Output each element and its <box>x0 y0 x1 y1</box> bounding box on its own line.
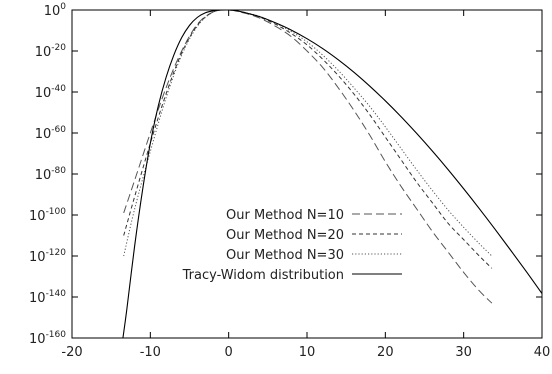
y-tick-label: 10-40 <box>35 84 67 101</box>
y-tick-base: 10 <box>35 45 52 60</box>
x-tick-label: -20 <box>61 345 82 360</box>
y-tick-base: 10 <box>35 127 52 142</box>
y-tick-base: 10 <box>44 4 61 19</box>
y-tick-base: 10 <box>29 209 46 224</box>
series-line-our-method-n-10 <box>123 10 493 304</box>
y-tick-label: 10-140 <box>29 289 66 306</box>
series-line-tracy-widom-distribution <box>122 10 542 338</box>
x-tick-label: 0 <box>225 345 233 360</box>
legend-label: Our Method N=10 <box>226 208 344 223</box>
axis-ticks <box>71 9 543 339</box>
y-tick-exponent: -100 <box>46 207 67 217</box>
x-tick-label: 30 <box>455 345 472 360</box>
y-tick-label: 10-60 <box>35 125 67 142</box>
x-tick-label: 10 <box>299 345 316 360</box>
x-tick-label: 20 <box>377 345 394 360</box>
x-tick-labels: -20 -10 0 10 20 30 40 <box>61 345 550 360</box>
x-tick-label: -10 <box>140 345 161 360</box>
y-tick-exponent: 0 <box>60 2 66 12</box>
y-tick-label: 10-80 <box>35 166 67 183</box>
y-tick-label: 10-160 <box>29 330 66 347</box>
legend-label: Tracy-Widom distribution <box>182 268 344 283</box>
y-tick-label: 100 <box>44 2 67 19</box>
y-tick-exponent: -20 <box>51 43 66 53</box>
y-tick-label: 10-100 <box>29 207 66 224</box>
legend-label: Our Method N=30 <box>226 248 344 263</box>
y-tick-exponent: -80 <box>51 166 66 176</box>
x-tick-label: 40 <box>534 345 551 360</box>
y-tick-exponent: -60 <box>51 125 66 135</box>
y-tick-labels: 10010-2010-4010-6010-8010-10010-12010-14… <box>29 2 66 347</box>
legend: Our Method N=10 Our Method N=20 Our Method… <box>182 208 402 283</box>
y-tick-base: 10 <box>35 168 52 183</box>
series-group <box>122 10 542 338</box>
y-tick-exponent: -40 <box>51 84 66 94</box>
y-tick-label: 10-20 <box>35 43 67 60</box>
series-line-our-method-n-20 <box>123 10 493 269</box>
legend-label: Our Method N=20 <box>226 228 344 243</box>
y-tick-exponent: -140 <box>46 289 67 299</box>
y-tick-label: 10-120 <box>29 248 66 265</box>
y-tick-exponent: -120 <box>46 248 67 258</box>
y-tick-exponent: -160 <box>46 330 67 340</box>
y-tick-base: 10 <box>29 332 46 347</box>
y-tick-base: 10 <box>29 291 46 306</box>
series-line-our-method-n-30 <box>123 10 493 257</box>
y-tick-base: 10 <box>35 86 52 101</box>
plot-frame <box>71 9 543 339</box>
y-tick-base: 10 <box>29 250 46 265</box>
